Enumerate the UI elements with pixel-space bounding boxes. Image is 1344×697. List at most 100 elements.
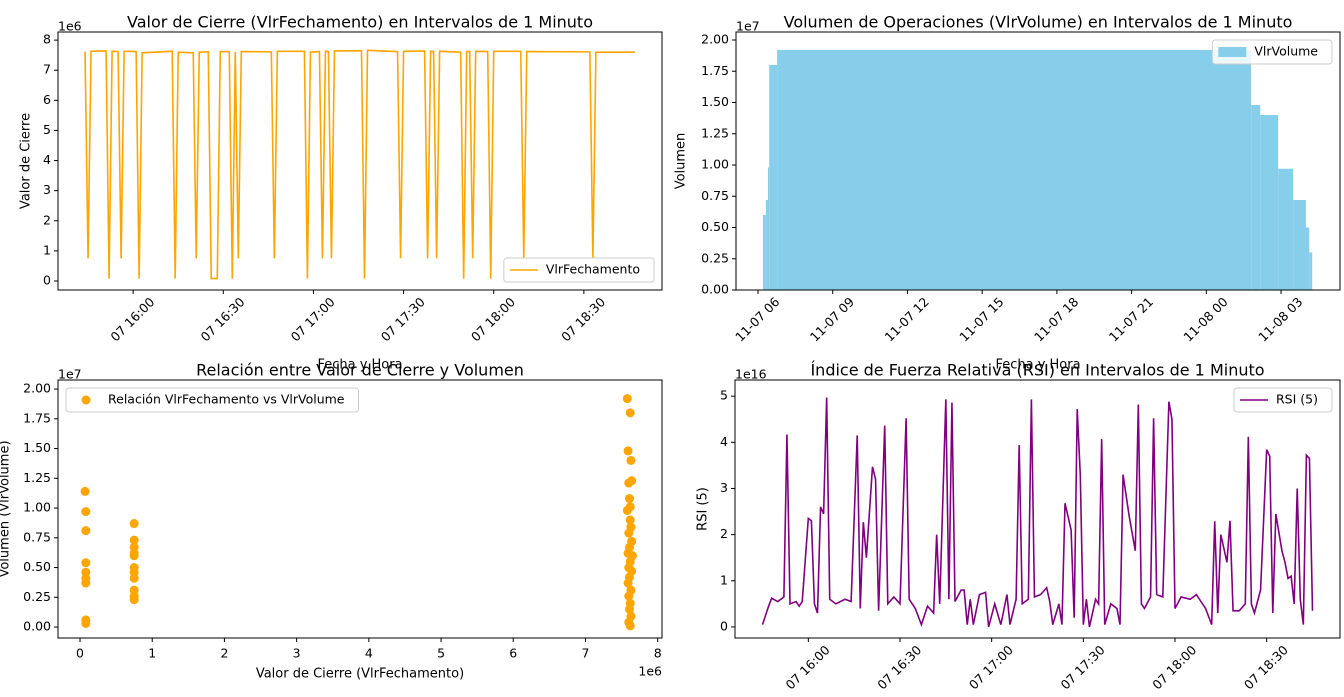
y-tick-label: 1 — [43, 242, 51, 257]
x-tick-label: 11-08 00 — [1180, 294, 1230, 344]
legend-label: VlrFechamento — [546, 262, 640, 277]
point — [624, 478, 634, 488]
y-tick-label: 1.75 — [701, 63, 729, 78]
y-offset-label: 1e7 — [58, 367, 82, 382]
chart-title: Índice de Fuerza Relativa (RSI) en Inter… — [810, 361, 1264, 380]
x-tick-label: 11-07 12 — [882, 294, 932, 344]
point — [129, 595, 139, 605]
x-tick-label: 8 — [654, 646, 662, 661]
x-axis-label: Fecha y Hora — [995, 358, 1080, 373]
legend: VlrFechamento — [503, 257, 655, 283]
chart-title: Relación entre Valor de Cierre y Volumen — [196, 361, 524, 380]
y-tick-label: 0.00 — [701, 282, 729, 297]
point — [129, 519, 139, 529]
point — [129, 535, 139, 545]
point — [80, 486, 90, 496]
x-tick-label: 6 — [509, 646, 517, 661]
x-tick-label: 07 16:00 — [107, 294, 157, 344]
x-axis-label: Valor de Cierre (VlrFechamento) — [256, 667, 464, 682]
x-tick-label: 07 16:30 — [874, 642, 924, 692]
point — [625, 494, 635, 504]
y-tick-label: 1 — [720, 572, 728, 587]
point — [81, 578, 91, 588]
y-tick-label: 0.75 — [701, 188, 729, 203]
legend-box — [503, 257, 655, 283]
bar — [1309, 252, 1313, 290]
y-tick-label: 2.00 — [701, 32, 729, 47]
point — [81, 507, 91, 517]
x-tick-label: 5 — [437, 646, 445, 661]
x-tick-label: 3 — [293, 646, 301, 661]
y-tick-label: 1.00 — [23, 500, 51, 515]
x-tick-label: 07 16:00 — [783, 642, 833, 692]
y-tick-label: 0.25 — [701, 250, 729, 265]
y-axis-label: Volumen (VlrVolume) — [0, 440, 13, 577]
y-tick-label: 8 — [43, 32, 51, 47]
x-axis-label: Fecha y Hora — [317, 358, 402, 373]
y-tick-label: 1.25 — [23, 470, 51, 485]
x-tick-label: 07 18:30 — [1241, 642, 1291, 692]
y-tick-label: 4 — [720, 434, 728, 449]
y-tick-label: 3 — [720, 480, 728, 495]
line — [761, 397, 1314, 628]
y-offset-label: 1e16 — [735, 367, 767, 382]
axes-frame — [57, 31, 663, 291]
y-tick-label: 0 — [43, 272, 51, 287]
y-tick-label: 7 — [43, 62, 51, 77]
legend: VlrVolume — [1211, 39, 1333, 65]
y-tick-label: 3 — [43, 182, 51, 197]
y-tick-label: 1.50 — [701, 94, 729, 109]
y-tick-label: 0.50 — [701, 219, 729, 234]
x-tick-label: 07 18:00 — [468, 294, 518, 344]
y-tick-label: 2 — [720, 526, 728, 541]
point — [624, 591, 634, 601]
y-tick-label: 5 — [43, 122, 51, 137]
y-axis-label: Valor de Cierre — [19, 113, 34, 209]
point — [129, 573, 139, 583]
y-tick-label: 0.50 — [23, 559, 51, 574]
legend-box — [65, 387, 359, 413]
axes-frame — [734, 379, 1341, 639]
x-tick-label: 07 17:00 — [966, 642, 1016, 692]
y-tick-label: 4 — [43, 152, 51, 167]
bar — [769, 65, 778, 290]
axes-frame — [57, 379, 663, 639]
chart-title: Valor de Cierre (VlrFechamento) en Inter… — [127, 13, 593, 32]
point — [81, 526, 91, 536]
x-tick-label: 4 — [365, 646, 373, 661]
bar — [1293, 200, 1306, 290]
y-offset-label: 1e6 — [58, 19, 82, 34]
y-tick-label: 1.00 — [701, 157, 729, 172]
y-tick-label: 6 — [43, 92, 51, 107]
bar — [1260, 115, 1279, 290]
x-tick-label: 07 17:30 — [378, 294, 428, 344]
x-tick-label: 11-07 21 — [1106, 294, 1156, 344]
x-offset-label: 1e6 — [638, 664, 662, 679]
x-tick-label: 07 18:30 — [558, 294, 608, 344]
point — [626, 455, 636, 465]
legend-box — [1211, 39, 1333, 65]
x-tick-label: 7 — [581, 646, 589, 661]
line — [84, 49, 635, 280]
y-tick-label: 5 — [720, 388, 728, 403]
y-tick-label: 1.50 — [23, 440, 51, 455]
x-tick-label: 2 — [220, 646, 228, 661]
axes-frame — [735, 31, 1341, 291]
x-tick-label: 07 16:30 — [197, 294, 247, 344]
bar — [1278, 168, 1294, 290]
bar — [762, 215, 766, 290]
point — [623, 578, 633, 588]
y-tick-label: 1.75 — [23, 410, 51, 425]
y-tick-label: 0.75 — [23, 529, 51, 544]
point — [622, 505, 632, 515]
x-tick-label: 11-07 06 — [732, 294, 782, 344]
x-tick-label: 11-07 15 — [956, 294, 1006, 344]
legend: Relación VlrFechamento vs VlrVolume — [65, 387, 359, 413]
y-tick-label: 2.00 — [23, 381, 51, 396]
x-tick-label: 07 17:30 — [1058, 642, 1108, 692]
bar — [1305, 227, 1310, 290]
x-tick-label: 07 18:00 — [1149, 642, 1199, 692]
point — [625, 408, 635, 418]
legend-label: VlrVolume — [1254, 44, 1318, 59]
